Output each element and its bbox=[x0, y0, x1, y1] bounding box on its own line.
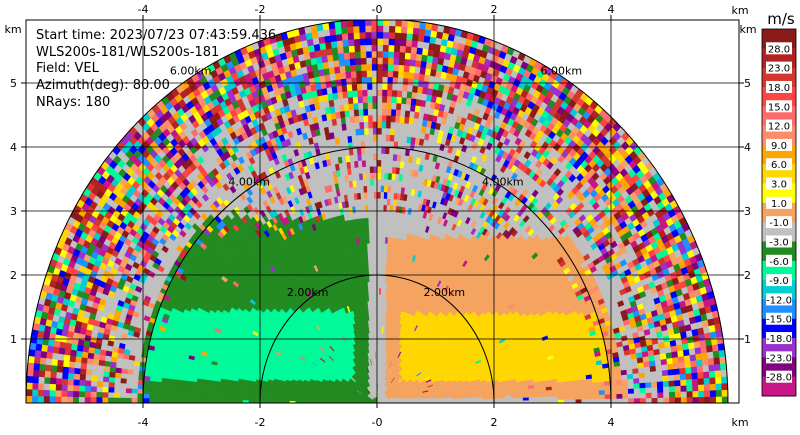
velocity-cell bbox=[230, 397, 238, 401]
velocity-cell bbox=[373, 229, 378, 237]
velocity-cell bbox=[242, 397, 249, 401]
velocity-cell bbox=[218, 393, 226, 398]
velocity-cell bbox=[379, 242, 383, 250]
velocity-cell bbox=[379, 229, 383, 238]
velocity-cell bbox=[376, 223, 381, 231]
velocity-field bbox=[26, 20, 728, 403]
velocity-cell bbox=[373, 223, 378, 231]
velocity-cell bbox=[376, 236, 381, 244]
velocity-cell bbox=[224, 396, 232, 401]
velocity-cell bbox=[379, 236, 383, 244]
velocity-cell bbox=[373, 236, 378, 244]
velocity-cell bbox=[376, 229, 381, 237]
velocity-cell bbox=[218, 396, 226, 401]
velocity-cell bbox=[236, 397, 243, 401]
velocity-cell bbox=[379, 223, 384, 231]
